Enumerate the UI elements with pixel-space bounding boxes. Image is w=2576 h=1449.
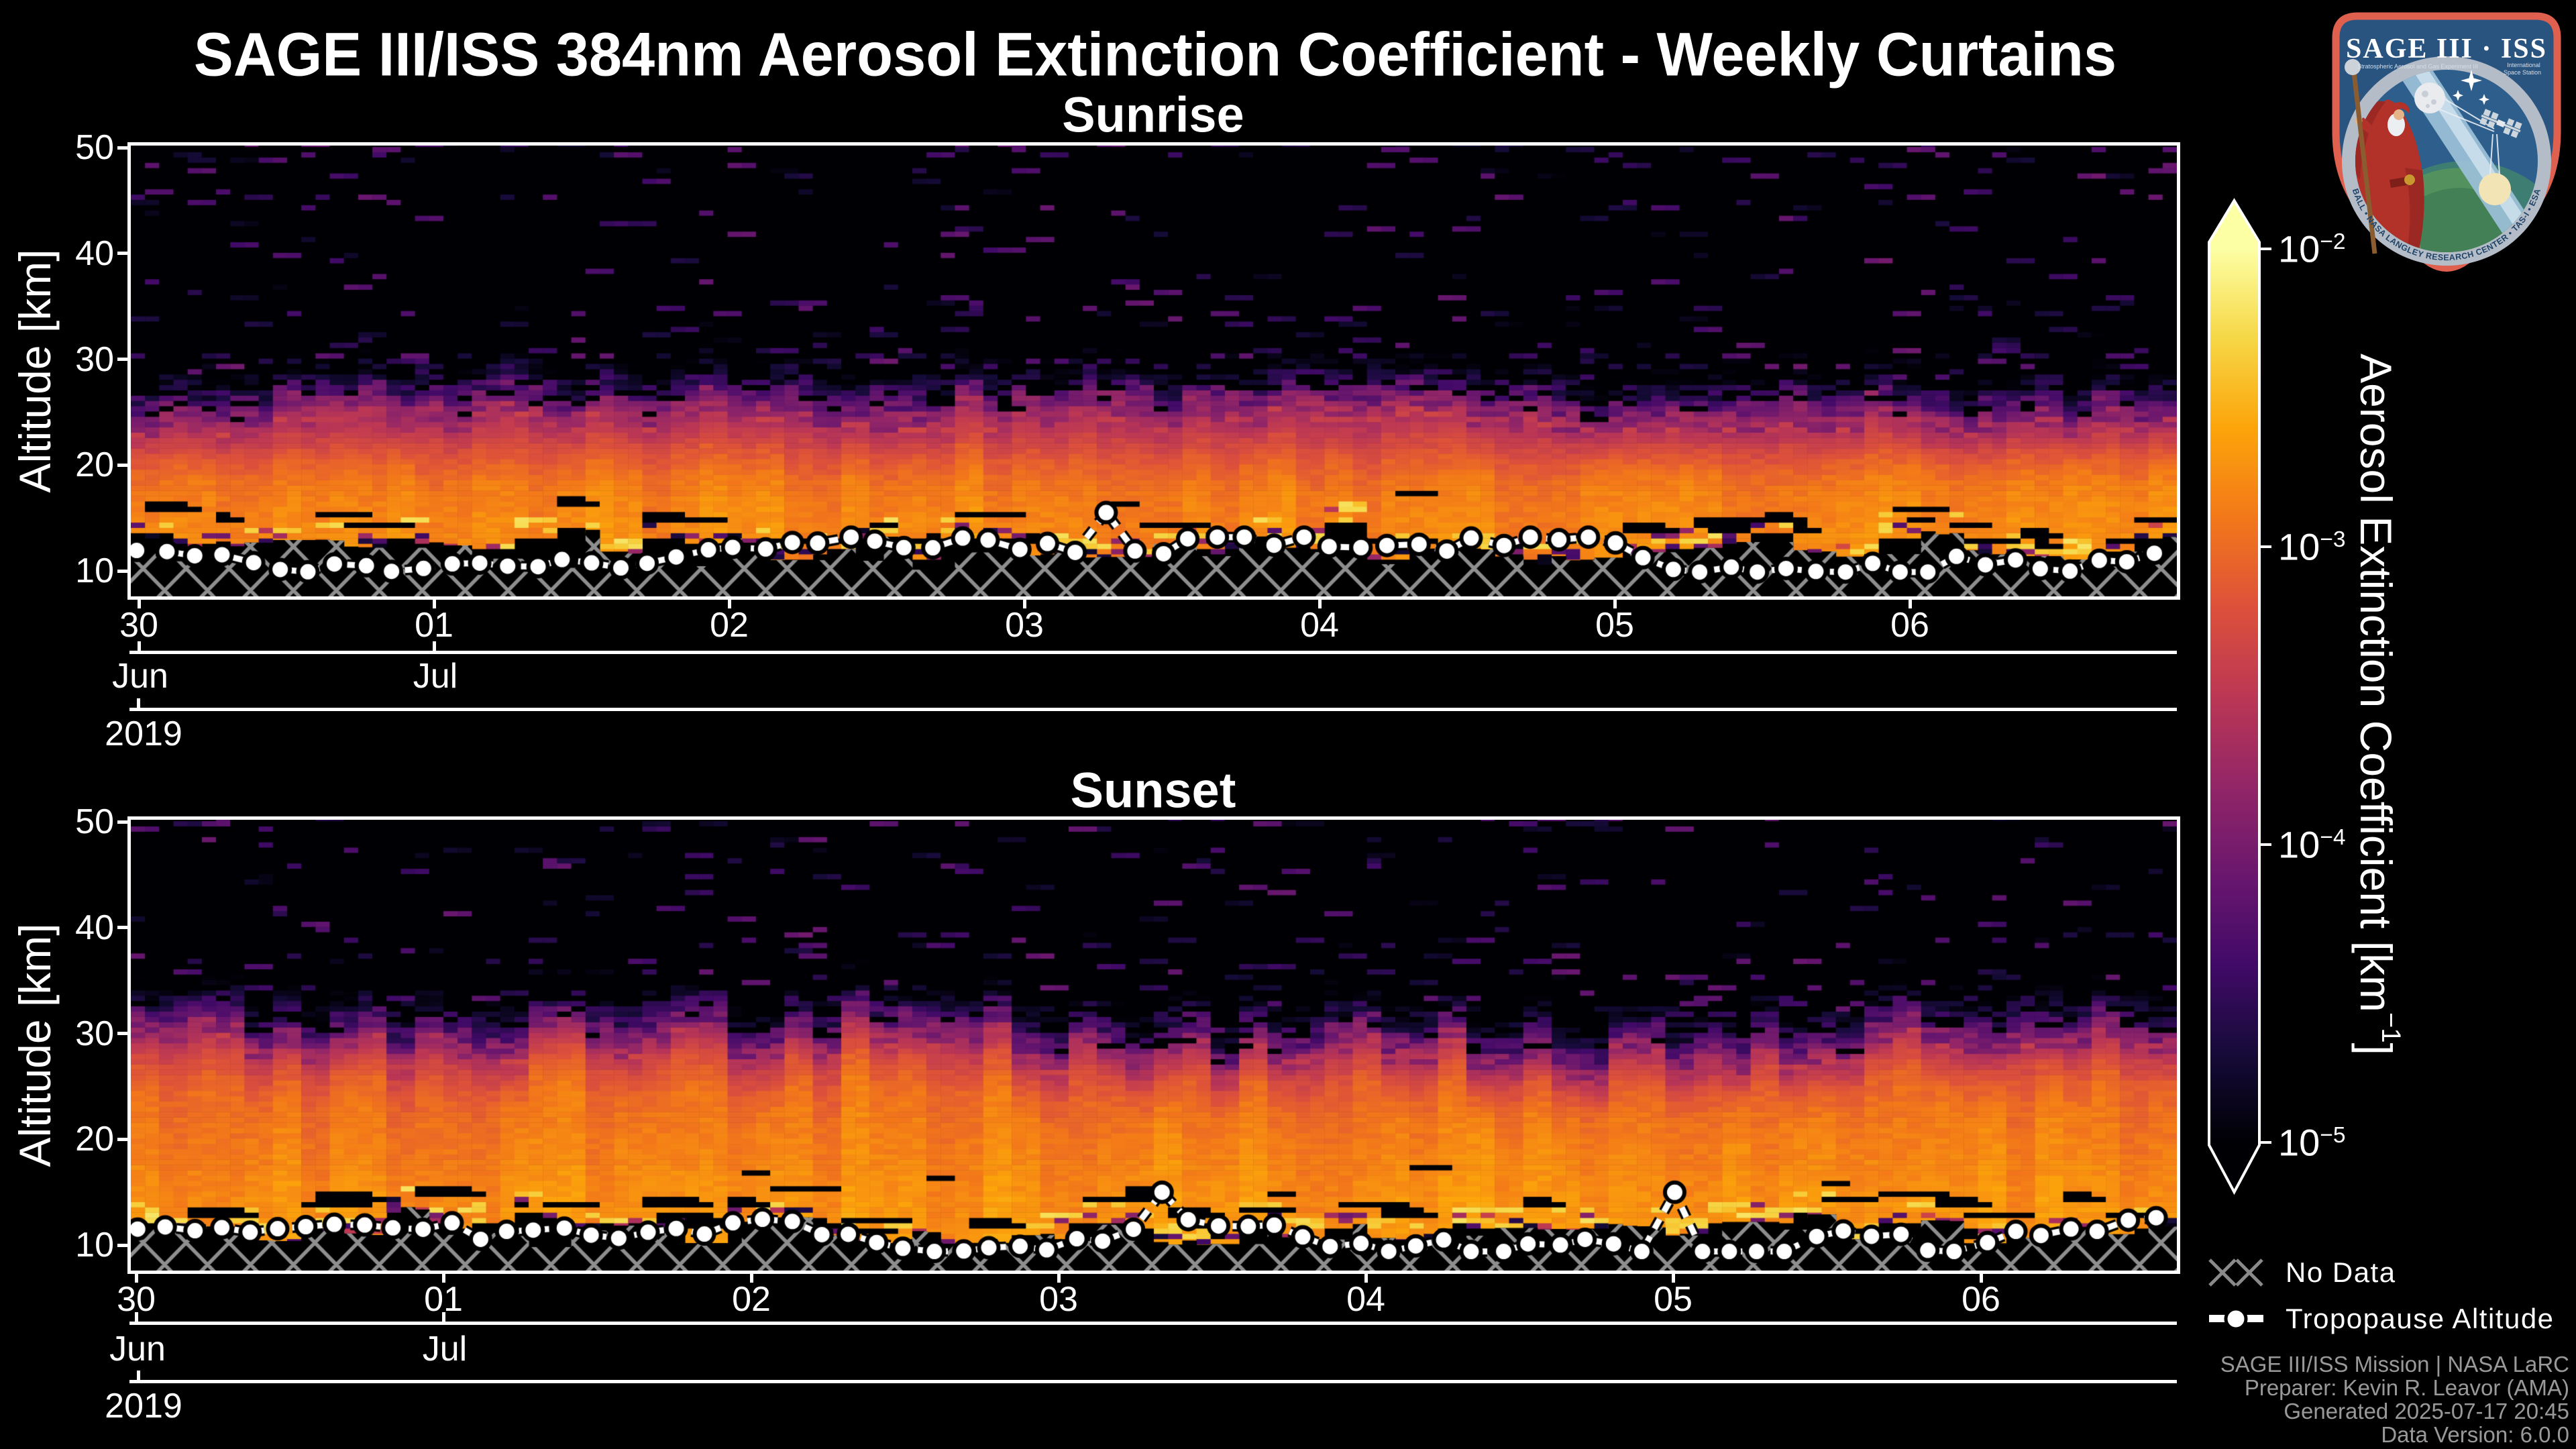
svg-text:Space Station: Space Station [2504, 69, 2541, 76]
svg-text:Aerosol Extinction Coefficient: Aerosol Extinction Coefficient [km−1] [2351, 354, 2406, 1055]
svg-text:SAGE III · ISS: SAGE III · ISS [2346, 34, 2547, 64]
svg-text:Altitude [km]: Altitude [km] [10, 249, 60, 492]
svg-text:Altitude [km]: Altitude [km] [10, 923, 60, 1167]
svg-text:International: International [2507, 62, 2540, 68]
svg-text:Stratospheric Aerosol and Gas: Stratospheric Aerosol and Gas Experiment… [2357, 63, 2478, 70]
